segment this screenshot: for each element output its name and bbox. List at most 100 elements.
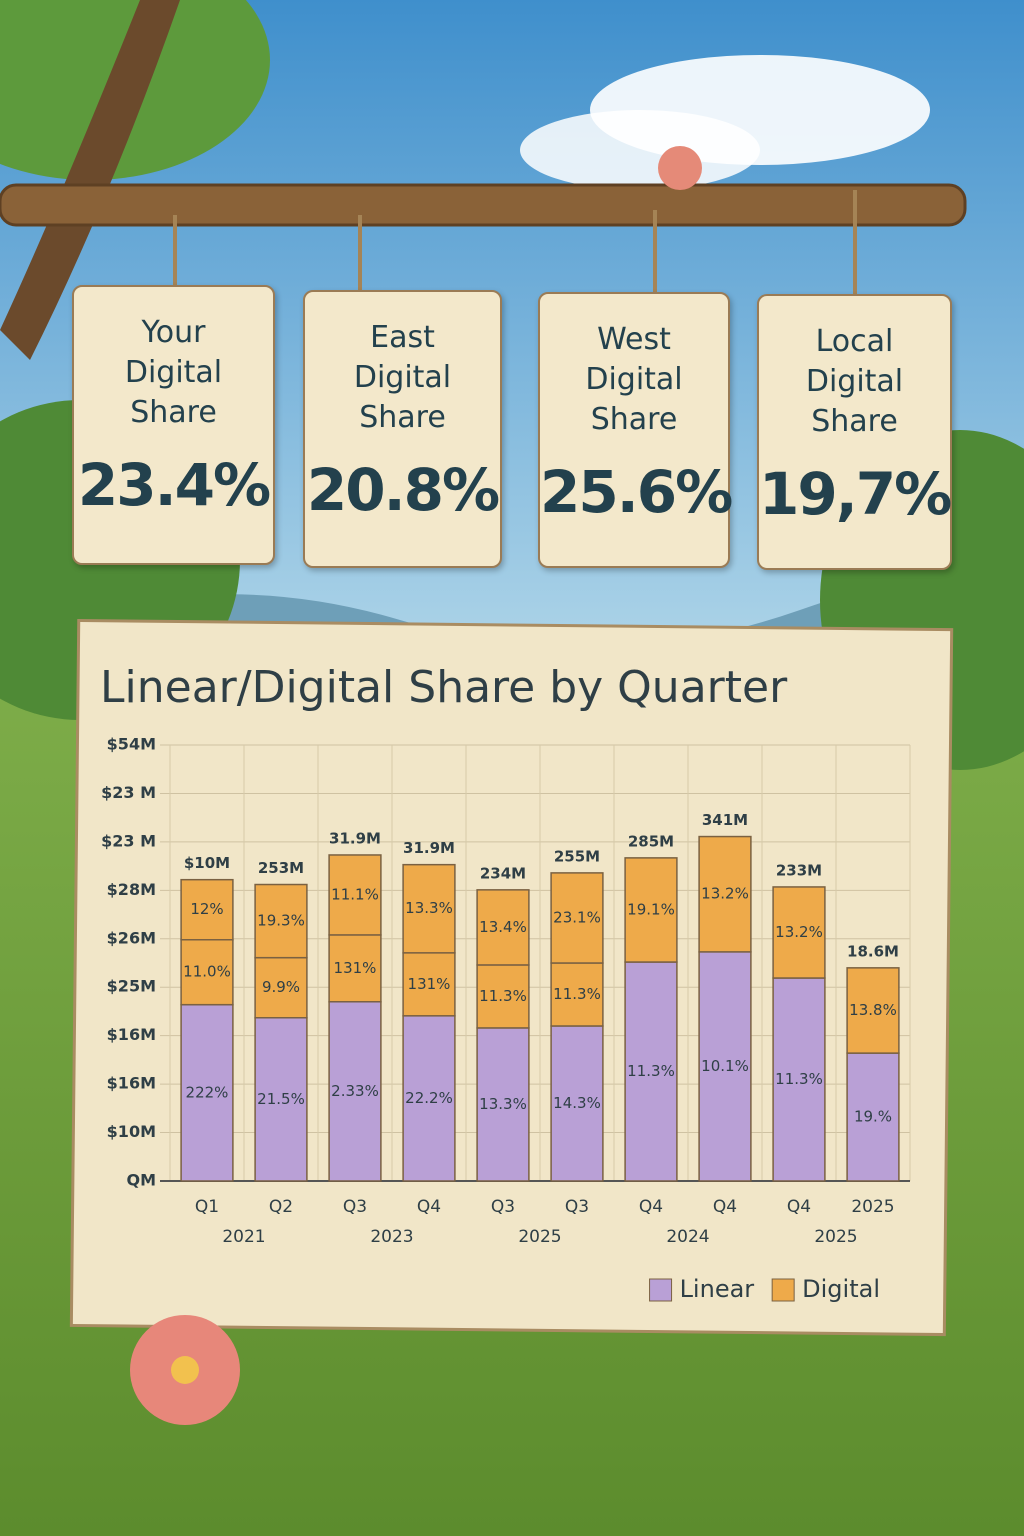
total-label: 255M xyxy=(554,847,600,865)
segment-label: 13.2% xyxy=(701,885,749,903)
card-label: West Digital Share xyxy=(585,322,683,437)
card-value: 20.8% xyxy=(306,456,500,524)
segment-label: 21.5% xyxy=(257,1090,305,1108)
x-group-label: 2024 xyxy=(666,1227,709,1247)
segment-label: 13.3% xyxy=(479,1095,527,1113)
y-tick-label: QM xyxy=(126,1171,156,1190)
x-tick-label: Q2 xyxy=(269,1197,293,1217)
bar-segment xyxy=(772,977,826,1182)
total-label: 31.9M xyxy=(329,829,381,847)
x-tick-label: Q3 xyxy=(565,1197,589,1217)
card-value: 23.4% xyxy=(77,451,271,519)
total-label: 31.9M xyxy=(403,839,455,857)
segment-label: 12% xyxy=(190,900,223,918)
bar-segment xyxy=(624,961,678,1182)
segment-label: 13.4% xyxy=(479,918,527,936)
chart-title: Linear/Digital Share by Quarter xyxy=(100,662,788,713)
kpi-card: West Digital Share 25.6% xyxy=(538,292,733,568)
bar-segment xyxy=(550,962,604,1027)
y-tick-label: $16M xyxy=(107,1025,156,1044)
segment-label: 222% xyxy=(186,1083,229,1101)
x-group-label: 2023 xyxy=(370,1227,413,1247)
segment-label: 19.1% xyxy=(627,900,675,918)
bar-segment xyxy=(624,857,678,963)
y-tick-label: $25M xyxy=(107,977,156,996)
bar-segment xyxy=(254,883,308,959)
x-tick-label: Q1 xyxy=(195,1197,219,1217)
segment-label: 19.3% xyxy=(257,912,305,930)
bar-segment xyxy=(180,1003,234,1182)
segment-label: 131% xyxy=(408,975,451,993)
kpi-card: Local Digital Share 19,7% xyxy=(757,294,952,570)
bar-segment xyxy=(328,854,382,936)
x-tick-label: 2025 xyxy=(851,1197,894,1217)
y-tick-label: $16M xyxy=(107,1074,156,1093)
segment-label: 19.% xyxy=(854,1108,892,1126)
segment-label: 11.3% xyxy=(479,987,527,1005)
x-tick-label: Q4 xyxy=(417,1197,441,1217)
segment-label: 23.1% xyxy=(553,908,601,926)
y-tick-label: $23 M xyxy=(101,783,156,802)
total-label: 341M xyxy=(702,811,748,829)
segment-label: 11.1% xyxy=(331,885,379,903)
y-tick-label: $28M xyxy=(107,880,156,899)
card-label: Your Digital Share xyxy=(124,315,223,430)
legend-swatch xyxy=(649,1278,673,1302)
kpi-card: Your Digital Share 23.4% xyxy=(72,285,275,565)
card-label: East Digital Share xyxy=(353,320,452,435)
segment-label: 13.8% xyxy=(849,1001,897,1019)
bar-segment xyxy=(328,1001,382,1182)
x-tick-label: Q4 xyxy=(639,1197,663,1217)
bar-segment xyxy=(402,952,456,1017)
y-tick-label: $10M xyxy=(107,1122,156,1141)
segment-label: 14.3% xyxy=(553,1094,601,1112)
bar-segment xyxy=(846,967,900,1054)
bar-segment xyxy=(180,878,234,941)
bar-segment xyxy=(550,872,604,964)
segment-label: 11.0% xyxy=(183,963,231,981)
bar-segment xyxy=(254,1016,308,1182)
segment-label: 10.1% xyxy=(701,1057,749,1075)
card-value: 19,7% xyxy=(759,460,952,528)
bar-segment xyxy=(476,964,530,1029)
y-tick-label: $54M xyxy=(107,735,156,754)
bar-segment xyxy=(476,889,530,966)
bar-segment xyxy=(254,956,308,1019)
x-group-label: 2021 xyxy=(222,1227,265,1247)
x-tick-label: Q4 xyxy=(787,1197,811,1217)
total-label: 285M xyxy=(628,832,674,850)
bar-segment xyxy=(402,863,456,954)
bar-segment xyxy=(550,1025,604,1182)
segment-label: 131% xyxy=(334,959,377,977)
segment-label: 11.3% xyxy=(627,1062,675,1080)
total-label: $10M xyxy=(184,854,230,872)
legend-label: Digital xyxy=(802,1275,880,1303)
x-group-label: 2025 xyxy=(518,1227,561,1247)
legend-swatch xyxy=(771,1278,795,1302)
segment-label: 9.9% xyxy=(262,978,300,996)
bar-segment xyxy=(402,1015,456,1182)
kpi-card: East Digital Share 20.8% xyxy=(303,290,502,568)
segment-label: 11.3% xyxy=(775,1070,823,1088)
card-value: 25.6% xyxy=(540,458,733,526)
bar-segment xyxy=(180,938,234,1006)
card-label: Local Digital Share xyxy=(805,324,904,439)
total-label: 234M xyxy=(480,864,526,882)
legend-label: Linear xyxy=(680,1275,755,1303)
bar-segment xyxy=(698,835,752,953)
bar-segment xyxy=(772,886,826,979)
x-tick-label: Q3 xyxy=(491,1197,515,1217)
y-tick-label: $23 M xyxy=(101,831,156,850)
segment-label: 11.3% xyxy=(553,985,601,1003)
y-tick-label: $26M xyxy=(107,928,156,947)
segment-label: 13.3% xyxy=(405,899,453,917)
bar-segment xyxy=(698,951,752,1182)
x-tick-label: Q4 xyxy=(713,1197,737,1217)
total-label: 253M xyxy=(258,859,304,877)
segment-label: 2.33% xyxy=(331,1082,379,1100)
total-label: 233M xyxy=(776,861,822,879)
x-group-label: 2025 xyxy=(814,1227,857,1247)
x-tick-label: Q3 xyxy=(343,1197,367,1217)
